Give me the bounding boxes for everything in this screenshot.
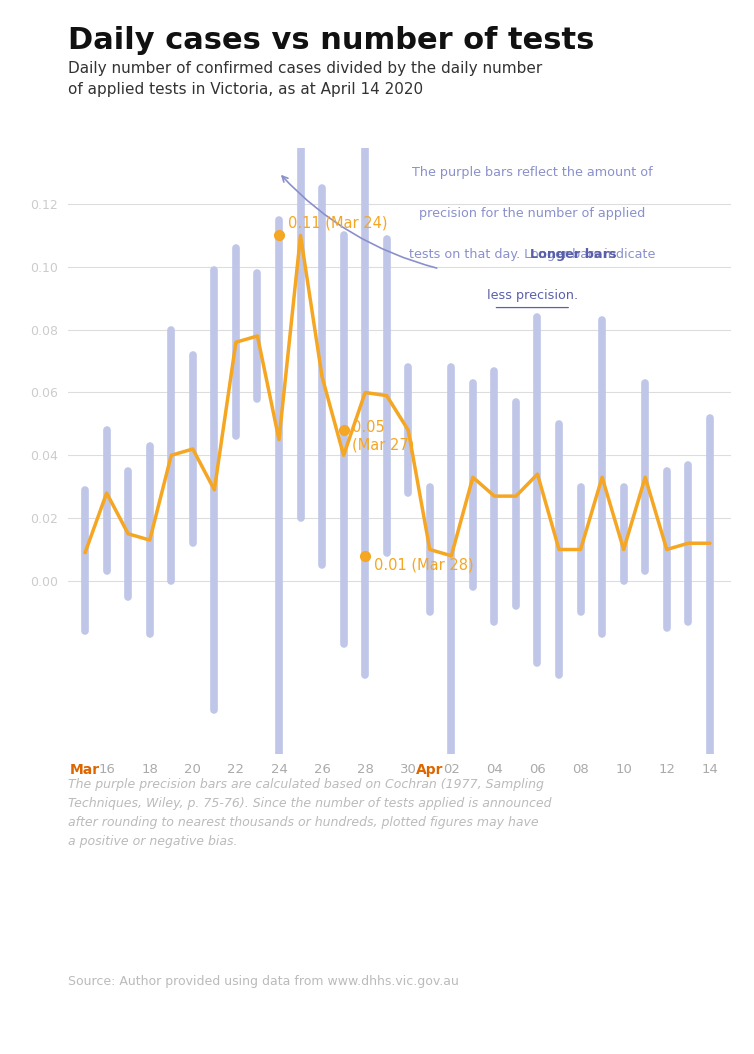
Text: 0.05
(Mar 27): 0.05 (Mar 27): [352, 421, 415, 452]
Text: 0.11 (Mar 24): 0.11 (Mar 24): [287, 215, 387, 231]
Text: Source: Author provided using data from www.dhhs.vic.gov.au: Source: Author provided using data from …: [68, 975, 458, 988]
Text: The purple bars reflect the amount of: The purple bars reflect the amount of: [412, 165, 653, 179]
Text: Longer bars: Longer bars: [530, 248, 616, 261]
Text: less precision.: less precision.: [487, 290, 578, 302]
Text: Daily number of confirmed cases divided by the daily number
of applied tests in : Daily number of confirmed cases divided …: [68, 61, 542, 97]
Text: precision for the number of applied: precision for the number of applied: [419, 207, 645, 220]
Text: tests on that day. Longer bars indicate: tests on that day. Longer bars indicate: [409, 248, 655, 261]
Text: Daily cases vs number of tests: Daily cases vs number of tests: [68, 26, 594, 56]
Text: 0.01 (Mar 28): 0.01 (Mar 28): [374, 558, 474, 572]
Text: The purple precision bars are calculated based on Cochran (1977, Sampling
Techni: The purple precision bars are calculated…: [68, 778, 551, 847]
